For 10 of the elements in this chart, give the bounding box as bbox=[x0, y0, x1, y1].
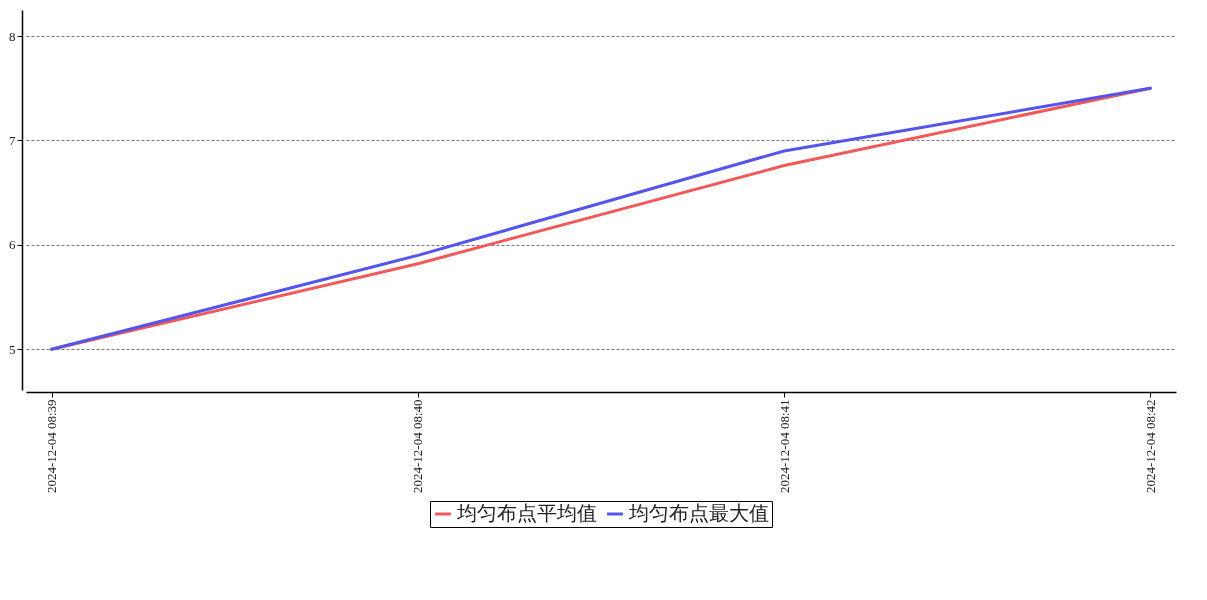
legend-label: 均匀布点平均值 bbox=[456, 502, 597, 524]
x-tick-label: 2024-12-04 08:41 bbox=[776, 399, 792, 494]
y-tick-label: 5 bbox=[9, 341, 16, 357]
y-tick-label: 7 bbox=[9, 132, 16, 148]
x-tick-label: 2024-12-04 08:39 bbox=[44, 399, 60, 494]
x-tick-label: 2024-12-04 08:42 bbox=[1142, 399, 1158, 494]
legend-label: 均匀布点最大值 bbox=[628, 502, 769, 524]
y-tick-label: 6 bbox=[9, 237, 16, 253]
y-tick-label: 8 bbox=[9, 28, 16, 44]
x-tick-label: 2024-12-04 08:40 bbox=[410, 399, 426, 494]
